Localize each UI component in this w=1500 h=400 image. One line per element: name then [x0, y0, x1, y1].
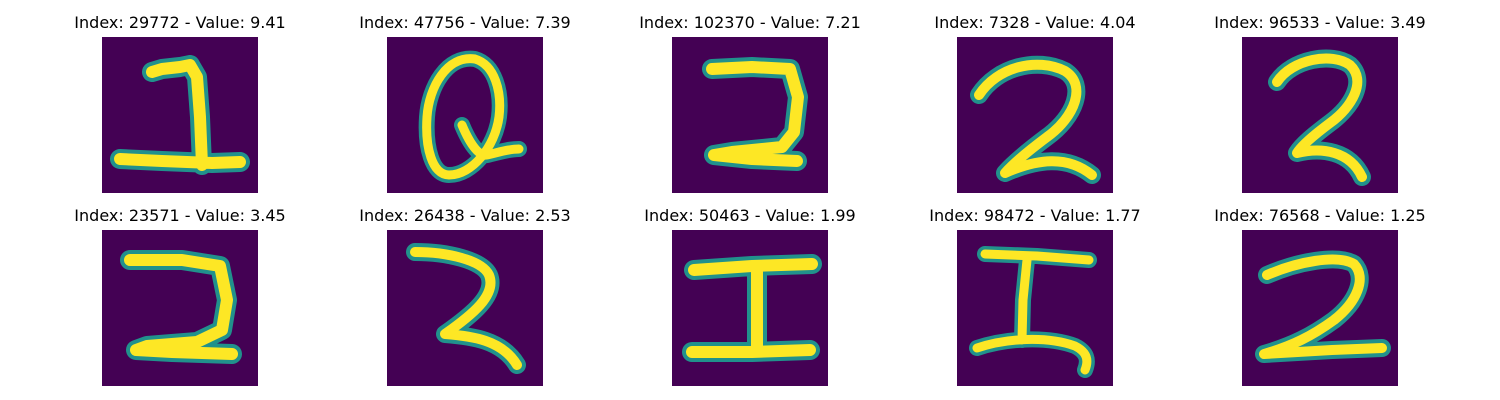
panel-title: Index: 47756 - Value: 7.39 [359, 13, 571, 32]
digit-image [102, 37, 258, 193]
image-panel-10: Index: 76568 - Value: 1.25 [1180, 205, 1460, 386]
panel-title: Index: 96533 - Value: 3.49 [1214, 13, 1426, 32]
image-panel-9: Index: 98472 - Value: 1.77 [895, 205, 1175, 386]
digit-image [387, 230, 543, 386]
image-panel-2: Index: 47756 - Value: 7.39 [325, 12, 605, 193]
digit-image [102, 230, 258, 386]
digit-image [957, 230, 1113, 386]
panel-title: Index: 50463 - Value: 1.99 [644, 206, 856, 225]
image-panel-5: Index: 96533 - Value: 3.49 [1180, 12, 1460, 193]
panel-title: Index: 23571 - Value: 3.45 [74, 206, 286, 225]
panel-title: Index: 102370 - Value: 7.21 [639, 13, 861, 32]
image-panel-4: Index: 7328 - Value: 4.04 [895, 12, 1175, 193]
image-panel-1: Index: 29772 - Value: 9.41 [40, 12, 320, 193]
digit-image [1242, 37, 1398, 193]
panel-title: Index: 98472 - Value: 1.77 [929, 206, 1141, 225]
panel-title: Index: 76568 - Value: 1.25 [1214, 206, 1426, 225]
digit-image [957, 37, 1113, 193]
panel-title: Index: 7328 - Value: 4.04 [934, 13, 1136, 32]
image-panel-3: Index: 102370 - Value: 7.21 [610, 12, 890, 193]
digit-image [387, 37, 543, 193]
digit-image [672, 37, 828, 193]
panel-title: Index: 26438 - Value: 2.53 [359, 206, 571, 225]
digit-image [1242, 230, 1398, 386]
image-panel-6: Index: 23571 - Value: 3.45 [40, 205, 320, 386]
panel-title: Index: 29772 - Value: 9.41 [74, 13, 286, 32]
image-panel-7: Index: 26438 - Value: 2.53 [325, 205, 605, 386]
digit-image [672, 230, 828, 386]
image-panel-8: Index: 50463 - Value: 1.99 [610, 205, 890, 386]
